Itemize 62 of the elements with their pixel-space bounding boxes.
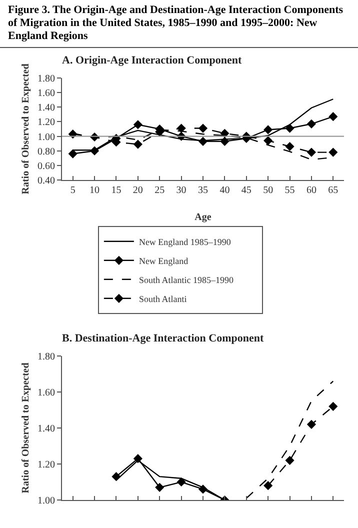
- y-axis-title: Ratio of Observed to Expected: [20, 63, 32, 194]
- legend-label: New England 1985–1990: [138, 236, 232, 247]
- x-tick-label: 45: [241, 185, 252, 196]
- y-tick-label: 1.00: [38, 496, 55, 506]
- y-tick-label: 1.80: [38, 74, 55, 84]
- y-tick-label: 1.80: [38, 352, 55, 362]
- x-tick-label: 35: [198, 185, 208, 196]
- legend-label: New England: [138, 256, 189, 266]
- point: [220, 136, 230, 146]
- point: [155, 482, 164, 492]
- point: [198, 136, 208, 146]
- point: [306, 420, 316, 429]
- point: [264, 125, 273, 134]
- x-axis-title: Age: [194, 212, 212, 223]
- caption: Figure 3. The Origin-Age and Destination-Age Interaction Components of Migration in the United States, 1985–1990 and 1995–2000: New England Regions: [8, 4, 344, 43]
- point: [112, 472, 121, 482]
- y-tick-label: 0.80: [38, 146, 55, 158]
- y-tick-label: 1.20: [38, 460, 55, 470]
- y-tick-label: 1.40: [38, 424, 55, 434]
- legend-label: South Atlanti: [138, 294, 188, 304]
- chart-title: B. Destination-Age Interaction Component: [62, 332, 264, 345]
- point: [133, 140, 142, 149]
- point: [198, 124, 208, 133]
- point: [264, 481, 273, 490]
- point: [285, 124, 294, 133]
- point: [176, 477, 186, 487]
- point: [328, 112, 338, 122]
- y-tick-label: 1.60: [38, 88, 55, 100]
- x-tick-label: 20: [132, 185, 143, 196]
- x-tick-label: 30: [176, 185, 186, 196]
- x-tick-label: 55: [284, 185, 295, 196]
- point: [176, 124, 186, 133]
- x-tick-label: 25: [154, 185, 165, 196]
- point: [133, 454, 142, 464]
- x-tick-label: 10: [90, 185, 100, 196]
- point: [198, 484, 208, 494]
- point: [328, 402, 338, 411]
- y-tick-label: 1.20: [38, 117, 55, 128]
- point: [68, 149, 78, 158]
- point: [328, 148, 338, 157]
- point: [90, 146, 100, 156]
- point: [264, 136, 273, 146]
- y-tick-label: 1.00: [38, 132, 55, 143]
- chart-title: A. Origin-Age Interaction Component: [62, 54, 242, 67]
- y-tick-label: 0.40: [38, 176, 55, 186]
- x-tick-label: 60: [306, 185, 316, 196]
- point: [133, 120, 142, 130]
- x-tick-label: 40: [220, 185, 230, 196]
- x-tick-label: 50: [263, 185, 274, 196]
- legend-label: South Atlantic 1985–1990: [138, 274, 234, 285]
- x-tick-label: 15: [111, 185, 122, 196]
- point: [306, 148, 316, 157]
- y-axis-title: Ratio of Observed to Expected: [20, 362, 32, 494]
- point: [306, 119, 316, 128]
- line-series: [246, 380, 334, 499]
- y-tick-label: 0.60: [38, 160, 55, 172]
- y-tick-label: 1.60: [38, 388, 55, 398]
- point: [285, 456, 294, 465]
- point: [285, 142, 294, 152]
- x-tick-label: 5: [70, 185, 76, 196]
- y-tick-label: 1.40: [38, 102, 55, 114]
- x-tick-label: 65: [328, 185, 338, 196]
